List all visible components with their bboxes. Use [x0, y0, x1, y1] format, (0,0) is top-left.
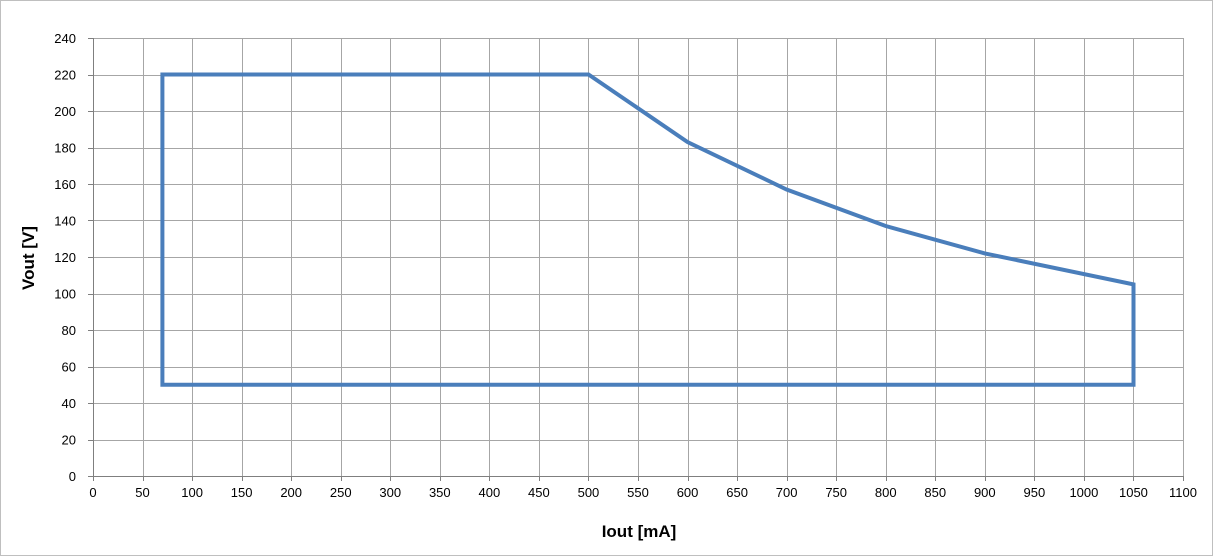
y-tick-label: 120: [54, 250, 76, 265]
x-tick-label: 750: [825, 485, 847, 500]
x-tick-label: 650: [726, 485, 748, 500]
x-tick-label: 1050: [1119, 485, 1148, 500]
x-tick-label: 150: [231, 485, 253, 500]
x-axis-title: Iout [mA]: [602, 522, 677, 541]
x-tick-label: 850: [924, 485, 946, 500]
x-tick-label: 700: [776, 485, 798, 500]
x-tick-label: 50: [135, 485, 149, 500]
x-tick-label: 450: [528, 485, 550, 500]
y-axis-title: Vout [V]: [19, 226, 38, 290]
y-tick-label: 80: [62, 323, 76, 338]
x-tick-label: 950: [1024, 485, 1046, 500]
y-tick-label: 180: [54, 141, 76, 156]
x-tick-label: 1100: [1169, 485, 1197, 500]
x-tick-label: 100: [181, 485, 203, 500]
x-tick-label: 200: [280, 485, 302, 500]
x-tick-label: 300: [379, 485, 401, 500]
y-tick-labels: 0 20 40 60 80 100 120 140 160 180 200 220 240: [54, 31, 76, 484]
y-tick-label: 200: [54, 104, 76, 119]
y-tick-label: 160: [54, 177, 76, 192]
y-tick-label: 240: [54, 31, 76, 46]
grid: [93, 38, 1184, 476]
y-tick-label: 60: [62, 360, 76, 375]
x-tick-label: 600: [677, 485, 699, 500]
x-tick-label: 1000: [1069, 485, 1098, 500]
x-tick-labels: 0 50 100 150 200 250 300 350 400 450 500 550 600 650 7…: [89, 485, 1197, 500]
y-tick-label: 140: [54, 214, 76, 229]
y-tick-label: 0: [69, 469, 76, 484]
x-tick-label: 400: [479, 485, 501, 500]
series-line: [162, 75, 1133, 385]
y-tick-label: 220: [54, 68, 76, 83]
x-tick-label: 250: [330, 485, 352, 500]
x-tick-label: 0: [89, 485, 96, 500]
y-tick-label: 100: [54, 287, 76, 302]
y-tick-label: 20: [62, 433, 76, 448]
series: [162, 75, 1133, 385]
x-tick-label: 550: [627, 485, 649, 500]
x-tick-label: 350: [429, 485, 451, 500]
x-tick-label: 900: [974, 485, 996, 500]
y-tick-label: 40: [62, 396, 76, 411]
x-tick-label: 800: [875, 485, 897, 500]
x-tick-label: 500: [578, 485, 600, 500]
